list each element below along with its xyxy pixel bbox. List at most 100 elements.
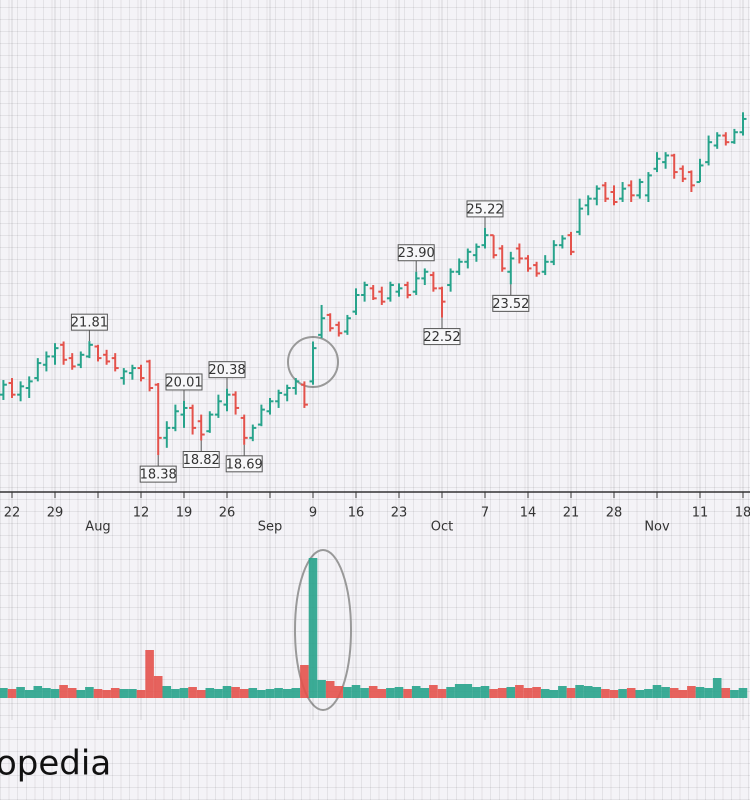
x-tick-label: 14 — [520, 506, 537, 521]
volume-bar — [360, 688, 369, 698]
volume-bar — [515, 685, 524, 698]
label-box — [182, 451, 220, 469]
highlight-ellipse — [294, 549, 352, 711]
volume-bar — [308, 558, 318, 698]
price-label: 18.82 — [183, 453, 220, 468]
volume-bar — [394, 687, 404, 698]
price-label: 23.90 — [398, 246, 435, 261]
price-label: 22.52 — [423, 330, 460, 345]
x-tick-label: 23 — [391, 506, 408, 521]
label-box — [165, 373, 203, 391]
x-tick-label: 9 — [309, 506, 317, 521]
volume-bar — [119, 689, 129, 698]
label-box — [225, 455, 263, 473]
volume-bar — [575, 685, 584, 698]
label-box — [492, 294, 530, 312]
price-label: 21.81 — [71, 316, 108, 331]
x-month-label: Sep — [258, 520, 283, 535]
volume-bar — [85, 687, 94, 698]
volume-bar — [59, 685, 68, 698]
volume-bar — [196, 690, 206, 698]
volume-bar — [738, 688, 748, 698]
volume-bar — [33, 686, 43, 698]
volume-bar — [274, 688, 283, 698]
volume-bar — [472, 687, 481, 698]
volume-bar — [652, 685, 662, 698]
logo: opedia — [0, 744, 111, 784]
x-month-label: Nov — [644, 520, 670, 535]
highlight-circle — [287, 336, 339, 388]
volume-bar — [136, 690, 146, 698]
label-box — [466, 200, 504, 218]
label-box — [208, 361, 246, 379]
volume-bar — [153, 676, 163, 698]
volume-bar — [214, 689, 223, 698]
x-tick-label: 16 — [348, 506, 365, 521]
volume-bar — [549, 690, 559, 698]
volume-bar — [687, 686, 696, 698]
volume-bar — [558, 686, 567, 698]
volume-bar — [317, 680, 326, 698]
volume-bar — [291, 688, 301, 698]
price-label: 25.22 — [466, 202, 503, 217]
volume-bar — [16, 687, 25, 698]
x-tick-label: 28 — [606, 506, 623, 521]
x-tick-label: 26 — [219, 506, 236, 521]
x-tick-label: 29 — [47, 506, 64, 521]
price-label: 23.52 — [492, 297, 529, 312]
volume-bar — [239, 689, 249, 698]
volume-bar — [592, 687, 602, 698]
volume-bar — [532, 687, 541, 698]
volume-bar — [678, 690, 688, 698]
volume-bar — [403, 689, 412, 698]
volume-bar — [110, 688, 120, 698]
volume-bar — [205, 688, 215, 698]
x-tick-label: 7 — [481, 506, 489, 521]
volume-bar — [231, 687, 240, 698]
x-month-label: Aug — [85, 520, 110, 535]
volume-bar — [540, 689, 550, 698]
x-tick-label: 22 — [4, 506, 21, 521]
price-label: 18.69 — [226, 457, 263, 472]
volume-bar — [429, 685, 438, 698]
volume-bar — [188, 687, 197, 698]
volume-bar — [93, 689, 103, 698]
label-box — [397, 244, 435, 262]
volume-bar — [523, 688, 533, 698]
volume-bar — [0, 688, 8, 698]
volume-bar — [222, 686, 232, 698]
x-month-label: Oct — [431, 520, 453, 535]
volume-bar — [497, 688, 507, 698]
volume-bar — [343, 687, 352, 698]
label-box — [423, 328, 461, 346]
volume-bar — [437, 689, 447, 698]
volume-bar — [506, 687, 516, 698]
volume-bar — [179, 688, 189, 698]
volume-bar — [695, 687, 705, 698]
volume-bar — [463, 684, 473, 698]
x-tick-label: 11 — [692, 506, 709, 521]
volume-bar — [162, 686, 172, 698]
volume-bar — [626, 688, 636, 698]
volume-bar — [325, 681, 335, 698]
volume-bar — [454, 684, 464, 698]
volume-bar — [282, 689, 292, 698]
volume-bar — [566, 688, 576, 698]
volume-bar — [265, 689, 275, 698]
volume-bar — [248, 688, 258, 698]
volume-bar — [24, 690, 34, 698]
volume-bar — [480, 686, 490, 698]
volume-bar — [669, 688, 679, 698]
volume-bar — [712, 678, 722, 698]
volume-bar — [76, 690, 86, 698]
volume-bar — [730, 690, 739, 698]
label-box — [70, 313, 108, 331]
x-tick-label: 18 — [735, 506, 750, 521]
price-label: 20.38 — [208, 363, 245, 378]
volume-bar — [635, 690, 645, 698]
volume-bar — [145, 650, 154, 698]
volume-bar — [618, 689, 627, 698]
volume-bar — [583, 686, 593, 698]
volume-bar — [128, 689, 137, 698]
